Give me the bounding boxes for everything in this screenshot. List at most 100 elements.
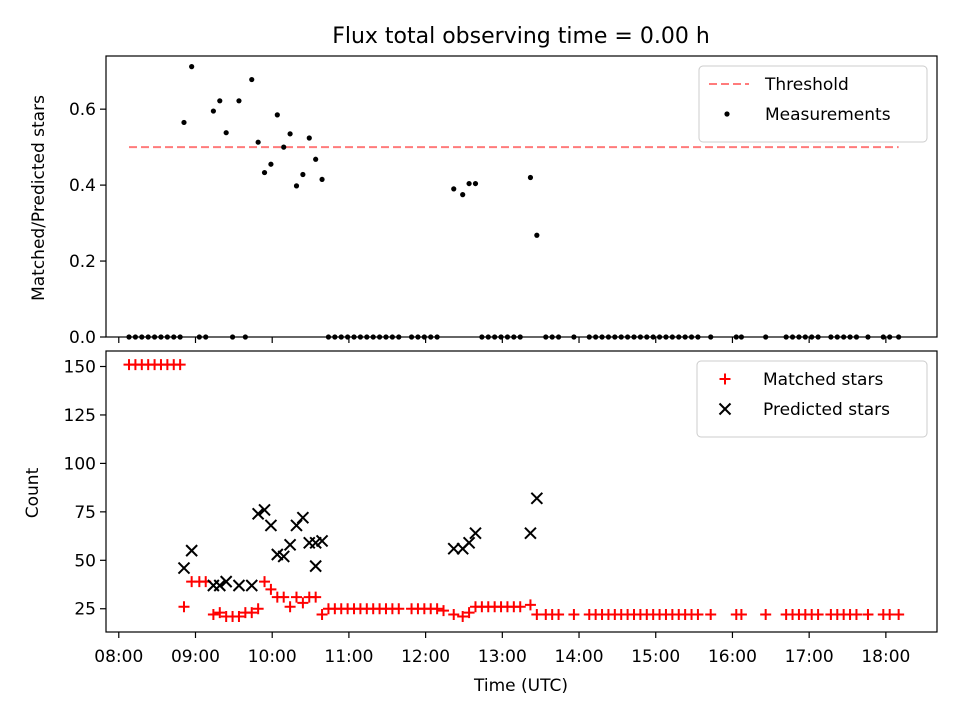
measurement-point (809, 334, 815, 340)
measurement-point (203, 334, 209, 340)
measurement-point (196, 334, 202, 340)
measurement-point (517, 334, 523, 340)
measurement-point (389, 334, 395, 340)
matched-star-point (553, 609, 565, 621)
measurement-point (332, 334, 338, 340)
predicted-star-point (283, 538, 297, 552)
matched-star-point (735, 609, 747, 621)
x-tick-label: 16:00 (708, 647, 757, 667)
measurement-point (511, 334, 517, 340)
bottom-axes-frame (105, 350, 938, 633)
matched-star-point (431, 603, 443, 615)
matched-star-point (568, 609, 580, 621)
measurement-point (644, 334, 650, 340)
bottom-y-tick-label: 75 (74, 503, 96, 523)
measurement-point (287, 131, 293, 137)
measurement-point (181, 119, 187, 126)
matched-star-point (246, 607, 258, 619)
measurement-point (688, 334, 695, 340)
measurement-point (126, 334, 132, 340)
matched-star-point (893, 609, 905, 621)
predicted-star-point (232, 579, 246, 592)
x-tick-label: 10:00 (248, 647, 297, 667)
bottom-y-tick-label: 50 (74, 551, 96, 571)
x-tick-label: 13:00 (478, 647, 527, 667)
matched-star-point (265, 583, 277, 595)
matched-star-point (448, 609, 460, 621)
measurement-point (370, 334, 376, 340)
measurement-point (708, 334, 714, 340)
measurement-point (319, 176, 325, 183)
legend-predicted-stars-swatch (718, 402, 732, 416)
matched-star-point (457, 610, 469, 622)
matched-star-point (862, 609, 874, 621)
measurement-point (663, 334, 669, 340)
measurement-point (865, 334, 871, 340)
matched-star-point (233, 610, 245, 622)
measurement-point (656, 334, 663, 340)
predicted-star-point (219, 575, 233, 588)
measurement-point (618, 334, 624, 340)
bottom-y-tick-label: 125 (64, 406, 96, 426)
top-chart-title: Flux total observing time = 0.00 h (332, 24, 710, 49)
measurement-point (217, 98, 223, 104)
measurement-point (364, 334, 370, 340)
matched-star-point (310, 591, 322, 603)
measurement-point (338, 334, 344, 340)
measurement-point (376, 334, 383, 340)
matched-star-point (463, 607, 475, 619)
measurement-point (695, 334, 701, 340)
bottom-series-predicted-stars (177, 492, 544, 592)
bottom-legend: Matched stars Predicted stars (696, 360, 928, 438)
x-axis-label: Time (UTC) (473, 676, 568, 696)
measurement-point (492, 334, 498, 340)
measurement-point (313, 156, 319, 162)
x-tick-label: 18:00 (861, 647, 910, 667)
measurement-point (351, 334, 357, 340)
predicted-star-point (258, 503, 271, 517)
measurement-point (229, 334, 236, 340)
matched-star-point (438, 605, 450, 617)
measurement-point (631, 334, 637, 340)
legend-measurements-swatch (724, 111, 730, 117)
predicted-star-point (524, 526, 537, 540)
measurement-point (396, 334, 402, 340)
bottom-y-tick-label: 100 (64, 454, 96, 474)
measurement-point (485, 334, 491, 340)
measurement-point (669, 334, 675, 340)
measurement-point (555, 334, 562, 340)
predicted-star-point (185, 544, 198, 557)
predicted-star-point (462, 536, 476, 550)
measurement-point (815, 334, 821, 340)
measurement-point (504, 334, 511, 340)
matched-star-point (850, 609, 862, 621)
measurement-point (534, 232, 540, 238)
bottom-series-matched-stars (123, 359, 905, 622)
predicted-star-point (309, 536, 322, 550)
measurement-point (783, 334, 789, 340)
matched-star-point (514, 601, 526, 613)
measurement-point (210, 108, 216, 114)
measurement-point (802, 334, 808, 340)
measurement-point (466, 180, 472, 187)
measurement-point (223, 130, 229, 136)
matched-star-point (178, 601, 190, 613)
x-tick-label: 08:00 (94, 647, 143, 667)
x-tick-label: 17:00 (785, 647, 834, 667)
matched-star-point (259, 576, 271, 588)
top-legend: Threshold Measurements (698, 65, 928, 143)
measurement-point (268, 161, 274, 167)
matched-star-point (316, 609, 328, 621)
measurement-point (527, 174, 534, 181)
matched-star-point (252, 603, 264, 615)
measurement-point (625, 334, 631, 340)
measurement-point (571, 334, 577, 340)
measurement-point (281, 144, 287, 150)
legend-label: Predicted stars (763, 400, 890, 420)
x-tick-label: 09:00 (171, 647, 220, 667)
measurement-point (543, 334, 549, 340)
top-y-tick-label: 0.0 (69, 328, 96, 348)
measurement-point (428, 334, 434, 340)
matched-star-point (760, 609, 772, 621)
measurement-point (853, 334, 860, 340)
